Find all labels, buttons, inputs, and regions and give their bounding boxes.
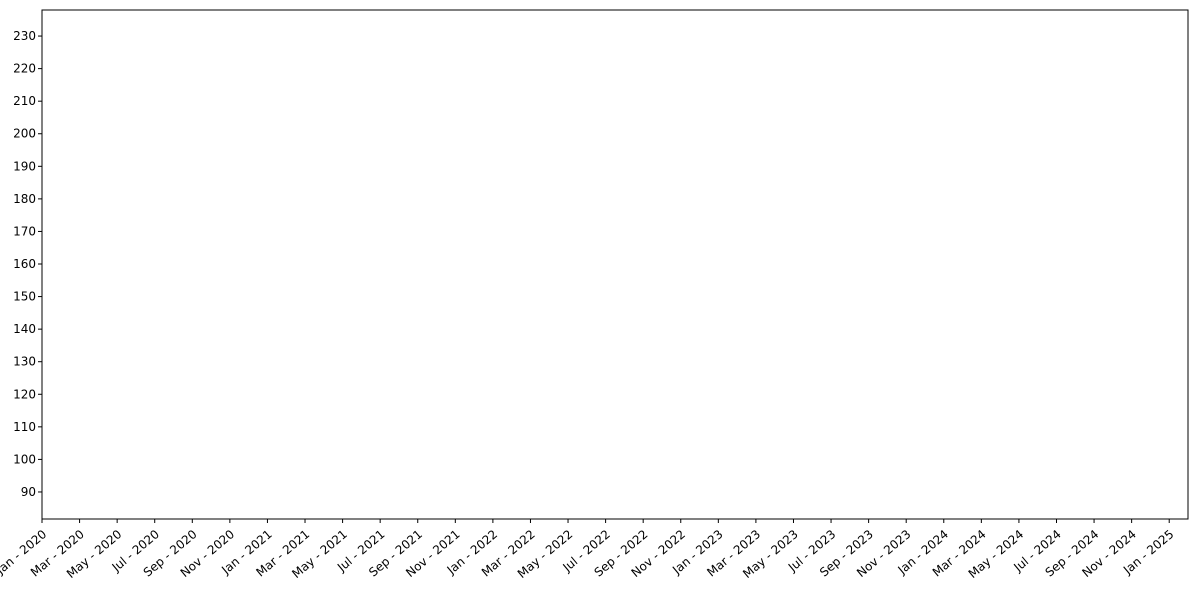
y-tick-label: 110 xyxy=(13,420,36,434)
y-tick-label: 200 xyxy=(13,127,36,141)
y-tick-label: 150 xyxy=(13,290,36,304)
y-tick-label: 210 xyxy=(13,94,36,108)
y-tick-label: 140 xyxy=(13,322,36,336)
y-tick-label: 160 xyxy=(13,257,36,271)
y-tick-label: 180 xyxy=(13,192,36,206)
y-tick-label: 100 xyxy=(13,452,36,466)
y-tick-label: 90 xyxy=(21,485,36,499)
y-tick-label: 130 xyxy=(13,355,36,369)
plot-frame xyxy=(41,9,1189,520)
y-tick-label: 220 xyxy=(13,62,36,76)
y-tick-label: 190 xyxy=(13,159,36,173)
y-tick-label: 230 xyxy=(13,29,36,43)
y-tick-label: 170 xyxy=(13,224,36,238)
y-tick-label: 120 xyxy=(13,387,36,401)
